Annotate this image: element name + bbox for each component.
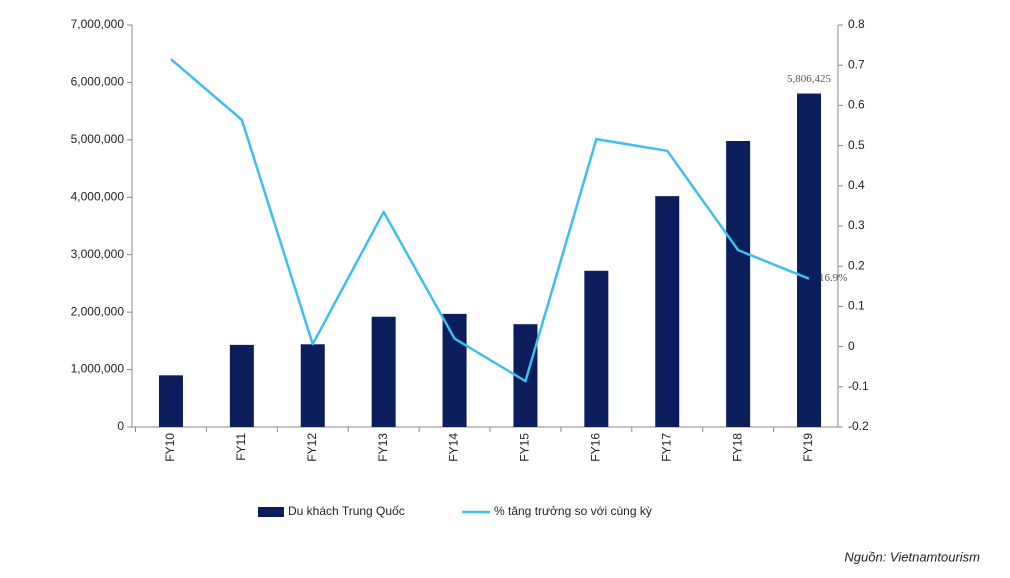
y2-tick-label: 0 — [848, 339, 855, 353]
y2-tick-label: 0.5 — [848, 138, 865, 152]
y-tick-label: 4,000,000 — [71, 189, 125, 203]
y2-tick-label: 0.4 — [848, 178, 865, 192]
value-label: 5,806,425 — [787, 73, 832, 85]
y2-tick-label: 0.2 — [848, 258, 865, 272]
x-tick-label: FY12 — [305, 433, 319, 462]
x-tick-label: FY14 — [447, 433, 461, 462]
y2-tick-label: -0.2 — [848, 419, 869, 433]
x-tick-label: FY19 — [801, 433, 815, 462]
x-tick-label: FY15 — [518, 433, 532, 462]
source: Nguồn: Vietnamtourism — [844, 549, 980, 564]
bar — [158, 375, 183, 427]
bar — [371, 316, 396, 427]
y2-tick-label: -0.1 — [848, 379, 869, 393]
y-tick-label: 7,000,000 — [71, 17, 125, 31]
bar — [229, 344, 254, 427]
y2-tick-label: 0.3 — [848, 218, 865, 232]
value-label: 16.9% — [819, 272, 847, 284]
y2-tick-label: 0.1 — [848, 299, 865, 313]
x-tick-label: FY11 — [234, 433, 248, 461]
x-tick-label: FY18 — [730, 433, 744, 462]
y-tick-label: 6,000,000 — [71, 75, 125, 89]
x-tick-label: FY16 — [589, 433, 603, 462]
y2-tick-label: 0.7 — [848, 57, 865, 71]
y-tick-label: 5,000,000 — [71, 132, 125, 146]
y-tick-label: 1,000,000 — [71, 362, 125, 376]
x-tick-label: FY13 — [376, 433, 390, 462]
y-tick-label: 2,000,000 — [71, 304, 125, 318]
bar — [726, 141, 751, 427]
legend-swatch — [258, 507, 284, 517]
bar — [442, 313, 467, 427]
x-tick-label: FY17 — [659, 433, 673, 462]
bar — [797, 93, 822, 428]
x-tick-label: FY10 — [163, 433, 177, 462]
y2-tick-label: 0.6 — [848, 98, 865, 112]
legend-label: Du khách Trung Quốc — [288, 504, 405, 518]
y-tick-label: 0 — [117, 419, 124, 433]
bar — [300, 344, 325, 427]
line — [170, 58, 810, 383]
y-tick-label: 3,000,000 — [71, 247, 125, 261]
legend-label: % tăng trưởng so với cùng kỳ — [494, 504, 652, 518]
y2-tick-label: 0.8 — [848, 17, 865, 31]
bar — [584, 270, 609, 427]
bar — [655, 196, 680, 427]
